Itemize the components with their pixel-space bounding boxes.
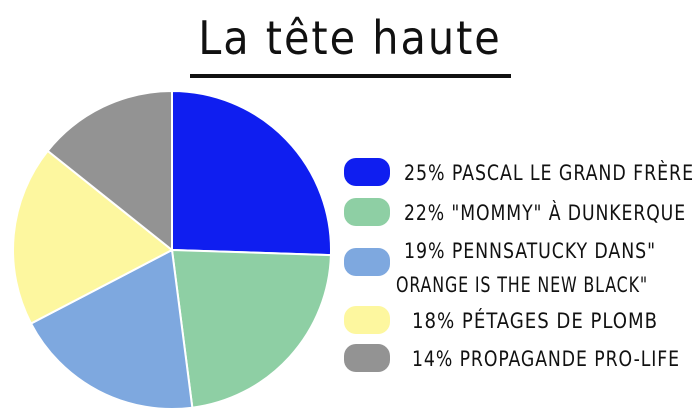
legend-swatch-4 (344, 306, 390, 334)
legend-label-2: 22% "Mommy" à Dunkerque (404, 200, 686, 225)
pie-slice-1 (171, 89, 332, 257)
pie-slices (12, 89, 332, 410)
title-underline (190, 74, 511, 78)
pie-slice-3 (29, 248, 194, 410)
legend-swatch-3 (344, 248, 390, 276)
legend-label-4: 18% pétages de plomb (412, 308, 658, 333)
legend-label-1: 25% Pascal le grand frère (404, 160, 694, 185)
pie-slice-5 (46, 89, 173, 253)
legend-swatch-2 (344, 198, 390, 226)
legend-swatch-5 (344, 344, 390, 372)
legend-swatch-1 (344, 158, 390, 186)
legend-label-5: 14% propagande pro-life (412, 347, 680, 371)
pie-slice-4 (12, 149, 174, 325)
chart-title: La tête haute (198, 11, 502, 65)
legend: 25% Pascal le grand frère 22% "Mommy" à D… (344, 158, 694, 372)
legend-label-3-line-2: Orange is the new black" (396, 273, 648, 297)
pie-slice-2 (170, 248, 332, 409)
legend-label-3-line-1: 19% Pennsatucky dans" (404, 239, 656, 263)
